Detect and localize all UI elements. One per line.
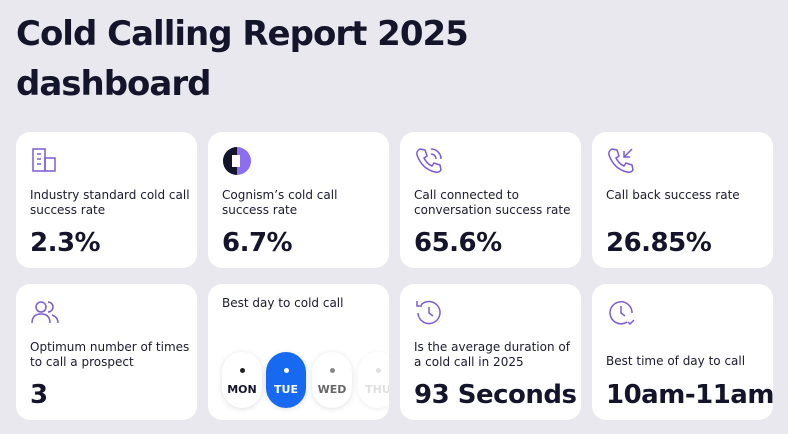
day-option[interactable]: WED — [312, 352, 352, 408]
card-value: 6.7% — [222, 228, 293, 258]
stat-card: Best time of day to call 10am-11am — [592, 284, 773, 420]
stat-card: Call back success rate 26.85% — [592, 132, 773, 268]
icon — [416, 300, 441, 325]
day-label: MON — [227, 383, 257, 396]
card-value: 93 Seconds — [414, 380, 577, 410]
stat-card: Cognism’s cold call success rate 6.7% — [208, 132, 389, 268]
card-value: 10am-11am — [606, 380, 773, 410]
day-label: TUE — [274, 383, 298, 396]
card-label: Industry standard cold call success rate — [30, 188, 190, 217]
day-label: WED — [317, 383, 347, 396]
card-label: Best day to cold call — [222, 296, 344, 310]
title-line: Cold Calling Report 2025 — [16, 14, 469, 54]
card-label: Is the average duration of a cold call i… — [414, 340, 570, 369]
icon — [31, 301, 59, 324]
icon — [416, 148, 442, 173]
day-card: Best day to cold call MON TUE WED THU — [208, 284, 389, 420]
card-label: Call back success rate — [606, 188, 740, 202]
card-value: 3 — [30, 380, 48, 410]
card-label: Optimum number of times to call a prospe… — [30, 340, 190, 369]
day-option-selected[interactable]: TUE — [266, 352, 306, 408]
title-line: dashboard — [16, 64, 211, 104]
icon — [608, 148, 634, 173]
day-option[interactable]: MON — [222, 352, 262, 408]
icon — [223, 147, 251, 175]
stat-card: Optimum number of times to call a prospe… — [16, 284, 197, 420]
day-label: THU — [365, 383, 389, 396]
stat-card: Industry standard cold call success rate… — [16, 132, 197, 268]
card-label: Best time of day to call — [606, 354, 746, 368]
card-label: Cognism’s cold call success rate — [222, 188, 338, 217]
card-value: 65.6% — [414, 228, 502, 258]
stat-card: Call connected to conversation success r… — [400, 132, 581, 268]
day-option[interactable]: THU — [358, 352, 389, 408]
card-label: Call connected to conversation success r… — [414, 188, 571, 217]
icon — [609, 301, 635, 326]
card-value: 26.85% — [606, 228, 712, 258]
stat-card: Is the average duration of a cold call i… — [400, 284, 581, 420]
icon — [32, 148, 56, 172]
card-value: 2.3% — [30, 228, 101, 258]
